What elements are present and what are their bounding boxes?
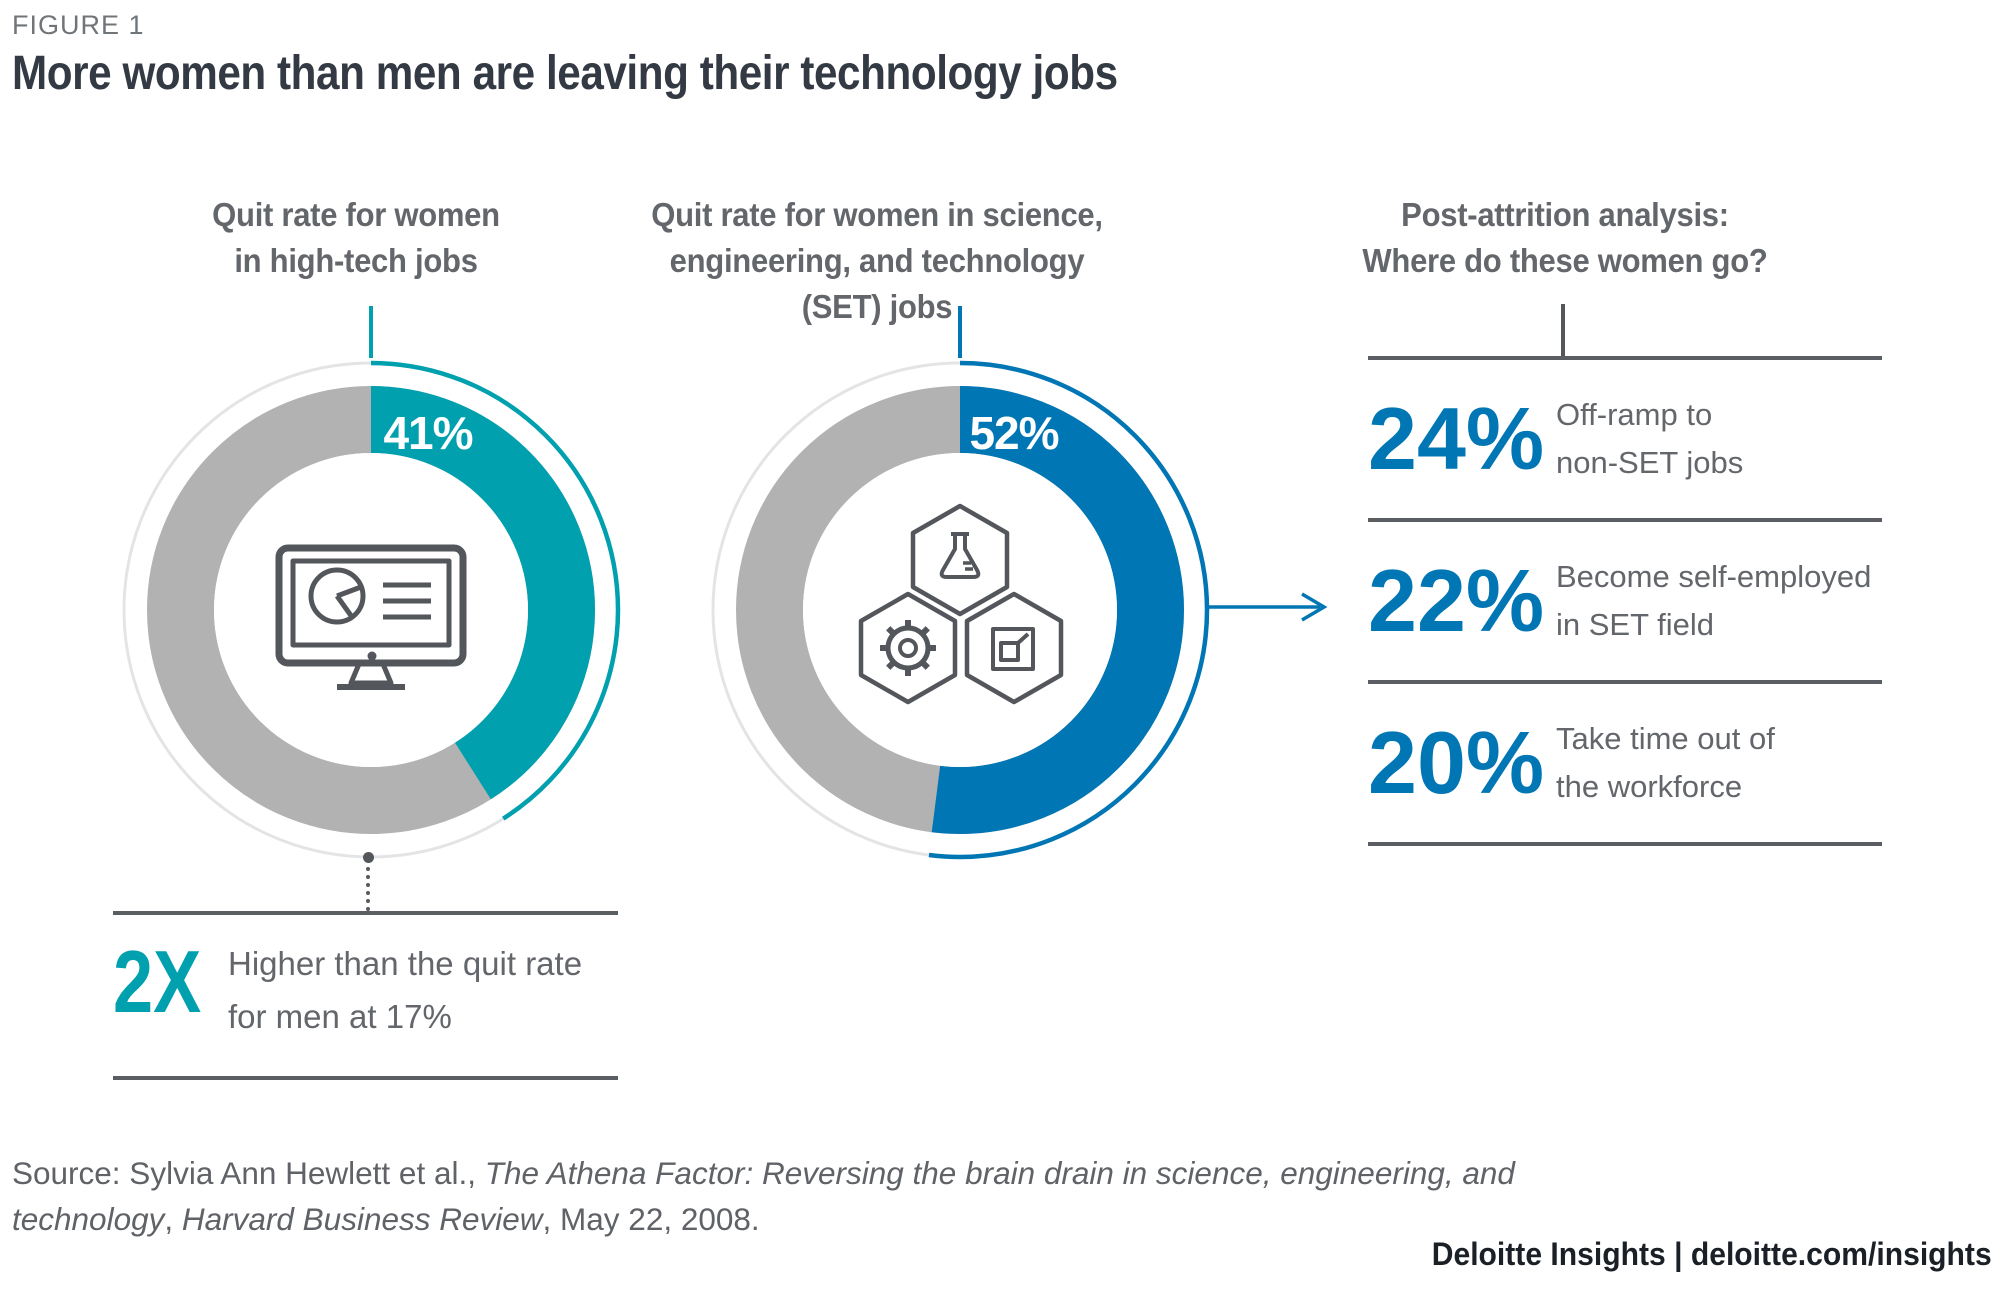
post-attrition-row-timeout: 20% Take time out of the workforce <box>1368 682 1882 844</box>
figure-label: FIGURE 1 <box>12 10 145 40</box>
callout-top-rule <box>113 911 618 915</box>
monitor-analytics-icon <box>275 544 467 690</box>
source-journal-italic: Harvard Business Review <box>181 1200 543 1237</box>
source-note: Source: Sylvia Ann Hewlett et al., The A… <box>12 1154 1515 1237</box>
callout-bottom-rule <box>113 1076 618 1080</box>
post-attrition-rule-2 <box>1368 680 1882 684</box>
set-chart-title: Quit rate for women in science, engineer… <box>635 192 1118 331</box>
callout-multiplier: 2X <box>113 932 202 1031</box>
callout-label-line1: Higher than the quit rate <box>228 945 583 982</box>
gear-hexagon <box>858 591 958 705</box>
offramp-label: Off-ramp to non-SET jobs <box>1556 396 1744 480</box>
post-attrition-connector-line <box>1561 304 1565 357</box>
hightech-dotted-connector <box>366 867 370 911</box>
post-attrition-title-line2: Where do these women go? <box>1362 242 1768 280</box>
brand-name: Deloitte Insights <box>1432 1236 1667 1272</box>
brand-footer: Deloitte Insights | deloitte.com/insight… <box>1432 1236 1992 1273</box>
donut-value-segment <box>147 386 595 834</box>
hightech-chart-title-line2: in high-tech jobs <box>234 242 478 280</box>
timeout-value: 20% <box>1368 713 1545 812</box>
brand-url: deloitte.com/insights <box>1691 1236 1992 1272</box>
callout-label-line2: for men at 17% <box>228 997 452 1035</box>
donut-value-segment <box>736 386 1184 834</box>
flask-hexagon <box>910 503 1010 617</box>
square-tool-hexagon <box>964 591 1064 705</box>
set-chart-title-line1: Quit rate for women in science, <box>651 196 1103 233</box>
post-attrition-rule-3 <box>1368 842 1882 846</box>
page-title: More women than men are leaving their te… <box>12 47 1118 100</box>
set-value-label: 52% <box>969 407 1058 459</box>
hightech-value-label: 41% <box>383 407 472 459</box>
science-engineering-tech-hexagons-icon <box>858 503 1064 705</box>
gear-teeth <box>880 620 936 676</box>
set-donut-chart: 52% <box>710 360 1210 860</box>
flow-arrow-icon <box>1206 592 1328 622</box>
hightech-chart-title: Quit rate for women in high-tech jobs <box>115 192 596 284</box>
footer-separator: | <box>1666 1236 1692 1272</box>
source-title-italic: The Athena Factor: Reversing the brain d… <box>12 1154 1515 1237</box>
selfemployed-label: Become self-employed in SET field <box>1556 558 1872 642</box>
post-attrition-row-selfemployed: 22% Become self-employed in SET field <box>1368 520 1882 682</box>
timeout-label: Take time out of the workforce <box>1556 720 1775 804</box>
post-attrition-title-line1: Post-attrition analysis: <box>1401 196 1729 233</box>
hightech-connector-line <box>369 306 373 358</box>
post-attrition-rule-0 <box>1368 356 1882 360</box>
post-attrition-row-offramp: 24% Off-ramp to non-SET jobs <box>1368 358 1882 520</box>
pie-chart-glyph <box>308 567 366 625</box>
offramp-value: 24% <box>1368 389 1545 488</box>
hightech-chart-title-line1: Quit rate for women <box>212 196 500 233</box>
set-connector-line <box>958 306 962 358</box>
set-chart-title-line2: engineering, and technology (SET) jobs <box>669 242 1085 326</box>
donut-hole <box>803 453 1117 767</box>
donut-hole <box>214 453 528 767</box>
callout-label: Higher than the quit rate for men at 17% <box>228 938 582 1044</box>
outer-accent-arc <box>710 360 1210 860</box>
post-attrition-title: Post-attrition analysis: Where do these … <box>1325 192 1804 284</box>
post-attrition-rule-1 <box>1368 518 1882 522</box>
selfemployed-value: 22% <box>1368 551 1545 650</box>
outer-accent-arc <box>121 360 621 860</box>
hightech-anchor-dot <box>363 852 374 863</box>
hightech-donut-chart: 41% <box>121 360 621 860</box>
